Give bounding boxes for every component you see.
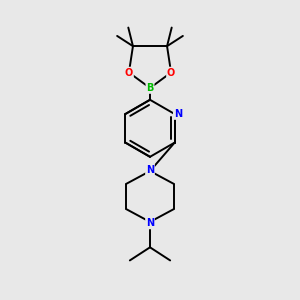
Text: N: N	[146, 218, 154, 229]
Text: N: N	[146, 164, 154, 175]
Text: O: O	[125, 68, 133, 77]
Text: B: B	[146, 83, 154, 93]
Text: O: O	[167, 68, 175, 77]
Text: N: N	[174, 109, 182, 119]
